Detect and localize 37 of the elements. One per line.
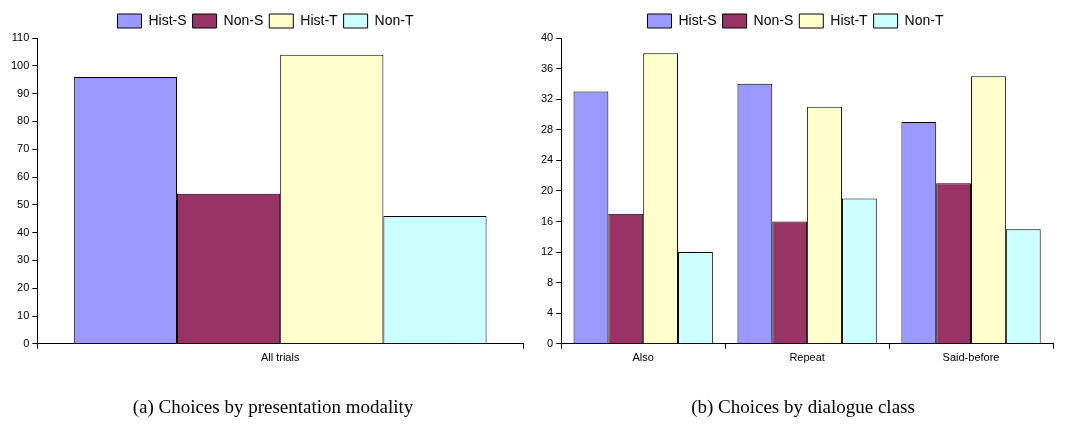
legend-label: Non-T bbox=[904, 11, 944, 28]
legend-label: Non-T bbox=[374, 11, 414, 28]
x-tick-label: Also bbox=[632, 351, 654, 364]
y-tick-label: 40 bbox=[17, 225, 30, 238]
legend-label: Hist-T bbox=[830, 11, 869, 28]
y-tick-label: 80 bbox=[17, 114, 30, 127]
y-tick-label: 28 bbox=[540, 122, 554, 135]
y-tick-label: 10 bbox=[17, 309, 30, 322]
y-tick-label: 60 bbox=[17, 170, 30, 183]
y-tick-label: 8 bbox=[547, 275, 554, 288]
text: (b) Choices by dialogue class bbox=[690, 396, 916, 418]
y-tick-label: 24 bbox=[540, 153, 554, 166]
y-tick-label: 90 bbox=[17, 86, 30, 99]
text: (a) Choices by presentation modality bbox=[131, 396, 415, 418]
y-tick-label: 50 bbox=[17, 197, 30, 210]
legend-label: Non-S bbox=[753, 11, 794, 28]
legend-label: Hist-S bbox=[148, 11, 187, 28]
y-tick-label: 70 bbox=[17, 142, 30, 155]
y-tick-label: 40 bbox=[540, 31, 554, 44]
y-tick-label: 16 bbox=[540, 214, 554, 227]
legend-label: Hist-S bbox=[678, 11, 717, 28]
y-tick-label: 110 bbox=[11, 31, 30, 44]
legend-label: Hist-T bbox=[300, 11, 339, 28]
y-tick-label: 36 bbox=[540, 61, 554, 74]
y-tick-label: 4 bbox=[547, 306, 554, 319]
y-tick-label: 32 bbox=[540, 92, 554, 105]
x-tick-label: Said-before bbox=[942, 351, 1000, 364]
legend-label: Non-S bbox=[223, 11, 264, 28]
y-tick-label: 12 bbox=[540, 245, 554, 258]
y-tick-label: 0 bbox=[23, 336, 30, 349]
y-tick-label: 20 bbox=[17, 281, 30, 294]
x-tick-label: All trials bbox=[260, 351, 300, 364]
x-tick-label: Repeat bbox=[789, 351, 825, 364]
y-tick-label: 100 bbox=[10, 58, 30, 71]
y-tick-label: 30 bbox=[17, 253, 30, 266]
y-tick-label: 0 bbox=[547, 336, 554, 349]
y-tick-label: 20 bbox=[540, 183, 554, 196]
